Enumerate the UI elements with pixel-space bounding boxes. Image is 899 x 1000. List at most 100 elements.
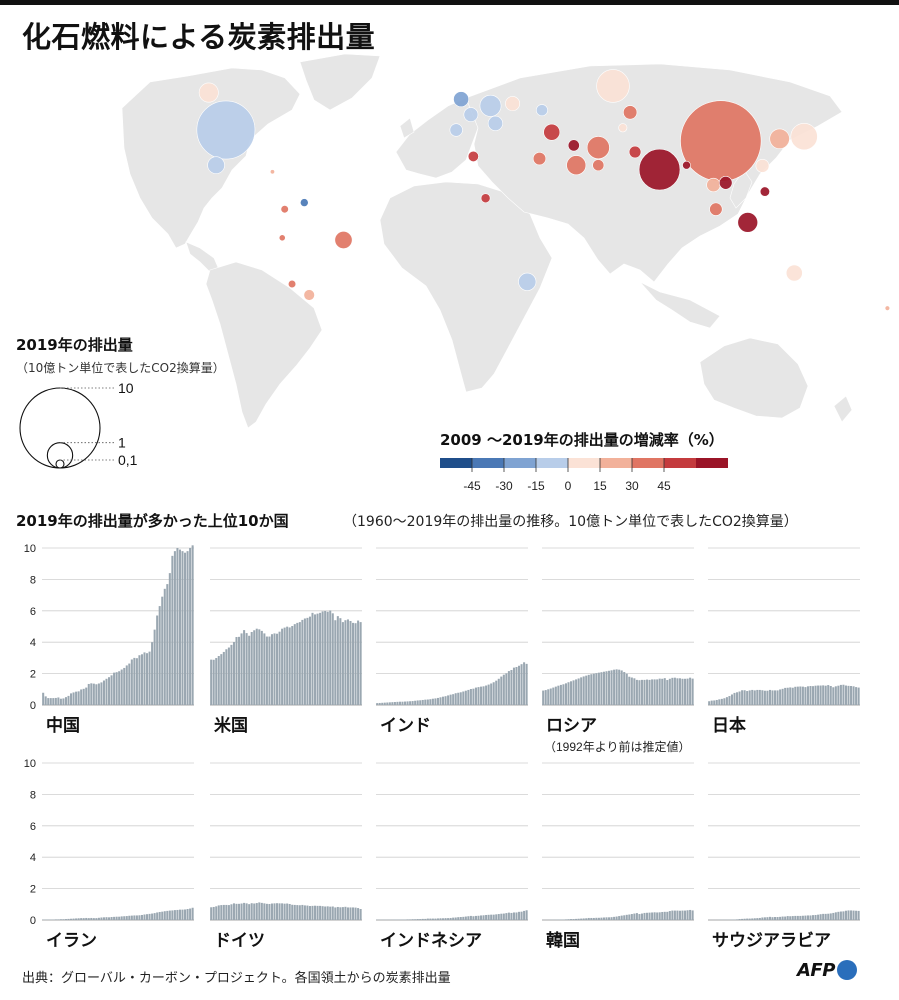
- panel-label-イラン: イラン: [46, 931, 97, 950]
- bar-ドイツ-1973: [243, 902, 246, 920]
- bar-ロシア-1976: [582, 676, 585, 705]
- bar-インド-1976: [416, 700, 419, 705]
- bar-ドイツ-1985: [273, 903, 276, 920]
- y-tick-label: 8: [30, 574, 36, 586]
- bar-韓国-1976: [582, 918, 585, 920]
- small-multiples-chart: 0 2 4 6 8 10 中国 米国 インド ロシア （1992年より前は推定値） 日本 0 2 4 6 8 10…: [24, 543, 860, 950]
- bar-インド-1964: [386, 702, 389, 705]
- bar-イラン-1968: [62, 919, 65, 920]
- bar-サウジアラビア-1973: [741, 918, 744, 920]
- bar-イラン-1995: [130, 915, 133, 920]
- bar-インドネシア-1972: [406, 919, 409, 920]
- bar-イラン-1985: [105, 917, 108, 920]
- bar-イラン-2006: [158, 911, 161, 920]
- bar-インドネシア-1975: [414, 919, 417, 920]
- bar-日本-1995: [796, 686, 799, 705]
- bar-ロシア-2010: [668, 678, 671, 705]
- bar-イラン-2015: [181, 909, 184, 920]
- bar-インド-2002: [482, 686, 485, 705]
- bar-韓国-2010: [668, 911, 671, 920]
- bar-中国-1988: [113, 672, 116, 705]
- bar-米国-1963: [217, 656, 220, 705]
- bar-日本-1986: [774, 690, 777, 705]
- bar-韓国-2004: [653, 912, 656, 920]
- bar-インド-1977: [419, 700, 422, 705]
- bar-中国-2017: [186, 551, 189, 705]
- bar-ドイツ-1970: [235, 903, 238, 920]
- bar-米国-1990: [286, 626, 289, 705]
- bar-中国-1972: [72, 692, 75, 705]
- bar-インドネシア-1994: [462, 916, 465, 920]
- bar-中国-2001: [146, 653, 149, 705]
- bar-ロシア-2009: [666, 680, 669, 705]
- bar-韓国-2018: [689, 909, 692, 920]
- bar-インド-1990: [452, 694, 455, 705]
- bar-ロシア-2013: [676, 678, 679, 705]
- bar-インド-1969: [398, 701, 401, 705]
- bar-インド-1980: [426, 699, 429, 705]
- bar-日本-2000: [809, 686, 812, 705]
- bar-韓国-1969: [564, 919, 567, 920]
- bar-中国-1985: [105, 678, 108, 705]
- bar-サウジアラビア-2016: [850, 910, 853, 920]
- bar-日本-1991: [786, 687, 789, 705]
- bar-ドイツ-1969: [232, 903, 235, 920]
- bar-中国-1990: [118, 671, 121, 705]
- panel-インドネシア: インドネシア: [376, 762, 528, 950]
- bar-日本-2018: [855, 687, 858, 705]
- bar-ドイツ-1994: [296, 905, 299, 920]
- panel-韓国: 韓国: [542, 762, 694, 950]
- bar-インド-2015: [515, 667, 518, 705]
- bubble-インドネシア: [737, 212, 759, 233]
- bar-イラン-2004: [153, 913, 156, 920]
- bar-米国-2002: [316, 613, 319, 705]
- bar-韓国-1986: [608, 917, 611, 920]
- bar-米国-1985: [273, 633, 276, 705]
- bar-日本-1997: [801, 686, 804, 705]
- bubble-台湾: [755, 158, 770, 173]
- bar-米国-1976: [250, 631, 253, 705]
- bar-中国-1974: [77, 691, 80, 705]
- color-swatch-5: [600, 458, 632, 468]
- bar-インド-2000: [477, 687, 480, 705]
- y-tick-label: 2: [30, 669, 36, 681]
- bar-インド-1981: [429, 699, 432, 705]
- bar-ロシア-1987: [610, 670, 613, 705]
- color-tick-2: -15: [527, 479, 545, 493]
- color-tick-3: 0: [565, 479, 572, 493]
- bar-イラン-2008: [163, 911, 166, 920]
- bar-韓国-1981: [595, 917, 598, 920]
- bar-インド-1988: [447, 695, 450, 705]
- bar-インドネシア-2017: [520, 911, 523, 920]
- color-legend-title: 2009 〜2019年の排出量の増減率（%）: [440, 431, 724, 449]
- bar-日本-2016: [850, 686, 853, 705]
- bar-インド-1961: [378, 702, 381, 705]
- bubble-ベトナム: [718, 176, 733, 190]
- bar-サウジアラビア-2018: [855, 910, 858, 920]
- bar-イラン-2013: [176, 909, 179, 920]
- bar-韓国-1985: [605, 917, 608, 920]
- bubble-ロシア: [596, 69, 630, 103]
- bar-イラン-1972: [72, 918, 75, 920]
- bubble-フィリピン: [759, 186, 770, 197]
- bar-インドネシア-2006: [492, 914, 495, 920]
- bar-ロシア-1968: [562, 684, 565, 705]
- bar-中国-2012: [173, 551, 176, 705]
- bar-中国-2018: [189, 548, 192, 705]
- bar-日本-2004: [819, 685, 822, 705]
- bar-韓国-2009: [666, 911, 669, 920]
- bar-サウジアラビア-1981: [761, 917, 764, 920]
- panel-中国: 0 2 4 6 8 10 中国: [24, 543, 194, 735]
- bar-ロシア-1971: [570, 681, 573, 705]
- bar-ドイツ-2003: [319, 905, 322, 920]
- bubble-南アフリカ: [518, 272, 537, 291]
- bar-サウジアラビア-2008: [829, 913, 832, 920]
- bar-イラン-1982: [97, 917, 100, 920]
- bubble-ブラジル: [334, 231, 353, 249]
- bar-ドイツ-1999: [308, 906, 311, 920]
- bar-日本-1962: [713, 700, 716, 705]
- bar-韓国-2011: [671, 910, 674, 920]
- bar-ロシア-2004: [653, 679, 656, 705]
- bar-インド-1971: [404, 701, 407, 705]
- bubble-size-legend: 10 10,1: [19, 380, 138, 469]
